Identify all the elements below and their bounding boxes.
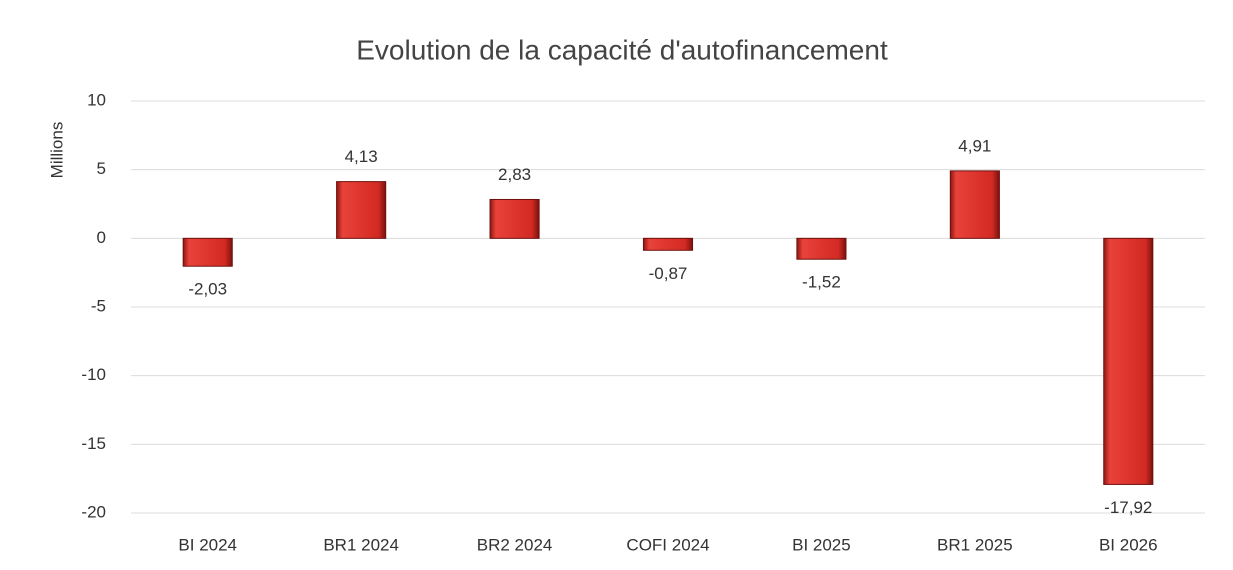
data-label: -0,87 [649, 264, 688, 283]
y-tick-label: -10 [81, 365, 106, 384]
y-tick-label: 5 [97, 159, 106, 178]
data-label: -2,03 [188, 280, 227, 299]
y-tick-label: -15 [81, 434, 106, 453]
x-tick-label: BI 2025 [792, 535, 851, 554]
chart-title: Evolution de la capacité d'autofinanceme… [356, 34, 888, 65]
bar [1103, 237, 1154, 485]
bar [949, 170, 1000, 239]
data-label: 4,91 [958, 136, 991, 155]
data-label: 4,13 [345, 147, 378, 166]
x-tick-label: BI 2024 [178, 535, 237, 554]
y-axis-label: Millions [47, 122, 66, 179]
data-label: -1,52 [802, 273, 841, 292]
data-label: 2,83 [498, 165, 531, 184]
bar [489, 198, 540, 239]
data-label: -17,92 [1104, 498, 1152, 517]
y-tick-label: 0 [97, 228, 106, 247]
x-tick-label: COFI 2024 [626, 535, 709, 554]
x-tick-label: BR1 2025 [937, 535, 1013, 554]
y-tick-label: 10 [87, 90, 106, 109]
x-tick-label: BI 2026 [1099, 535, 1158, 554]
x-tick-label: BR2 2024 [477, 535, 553, 554]
bar [796, 237, 847, 260]
bar [182, 237, 233, 267]
x-tick-label: BR1 2024 [323, 535, 399, 554]
bar [642, 237, 694, 251]
y-tick-label: -20 [81, 502, 106, 521]
y-tick-label: -5 [91, 296, 106, 315]
bar [336, 181, 387, 239]
